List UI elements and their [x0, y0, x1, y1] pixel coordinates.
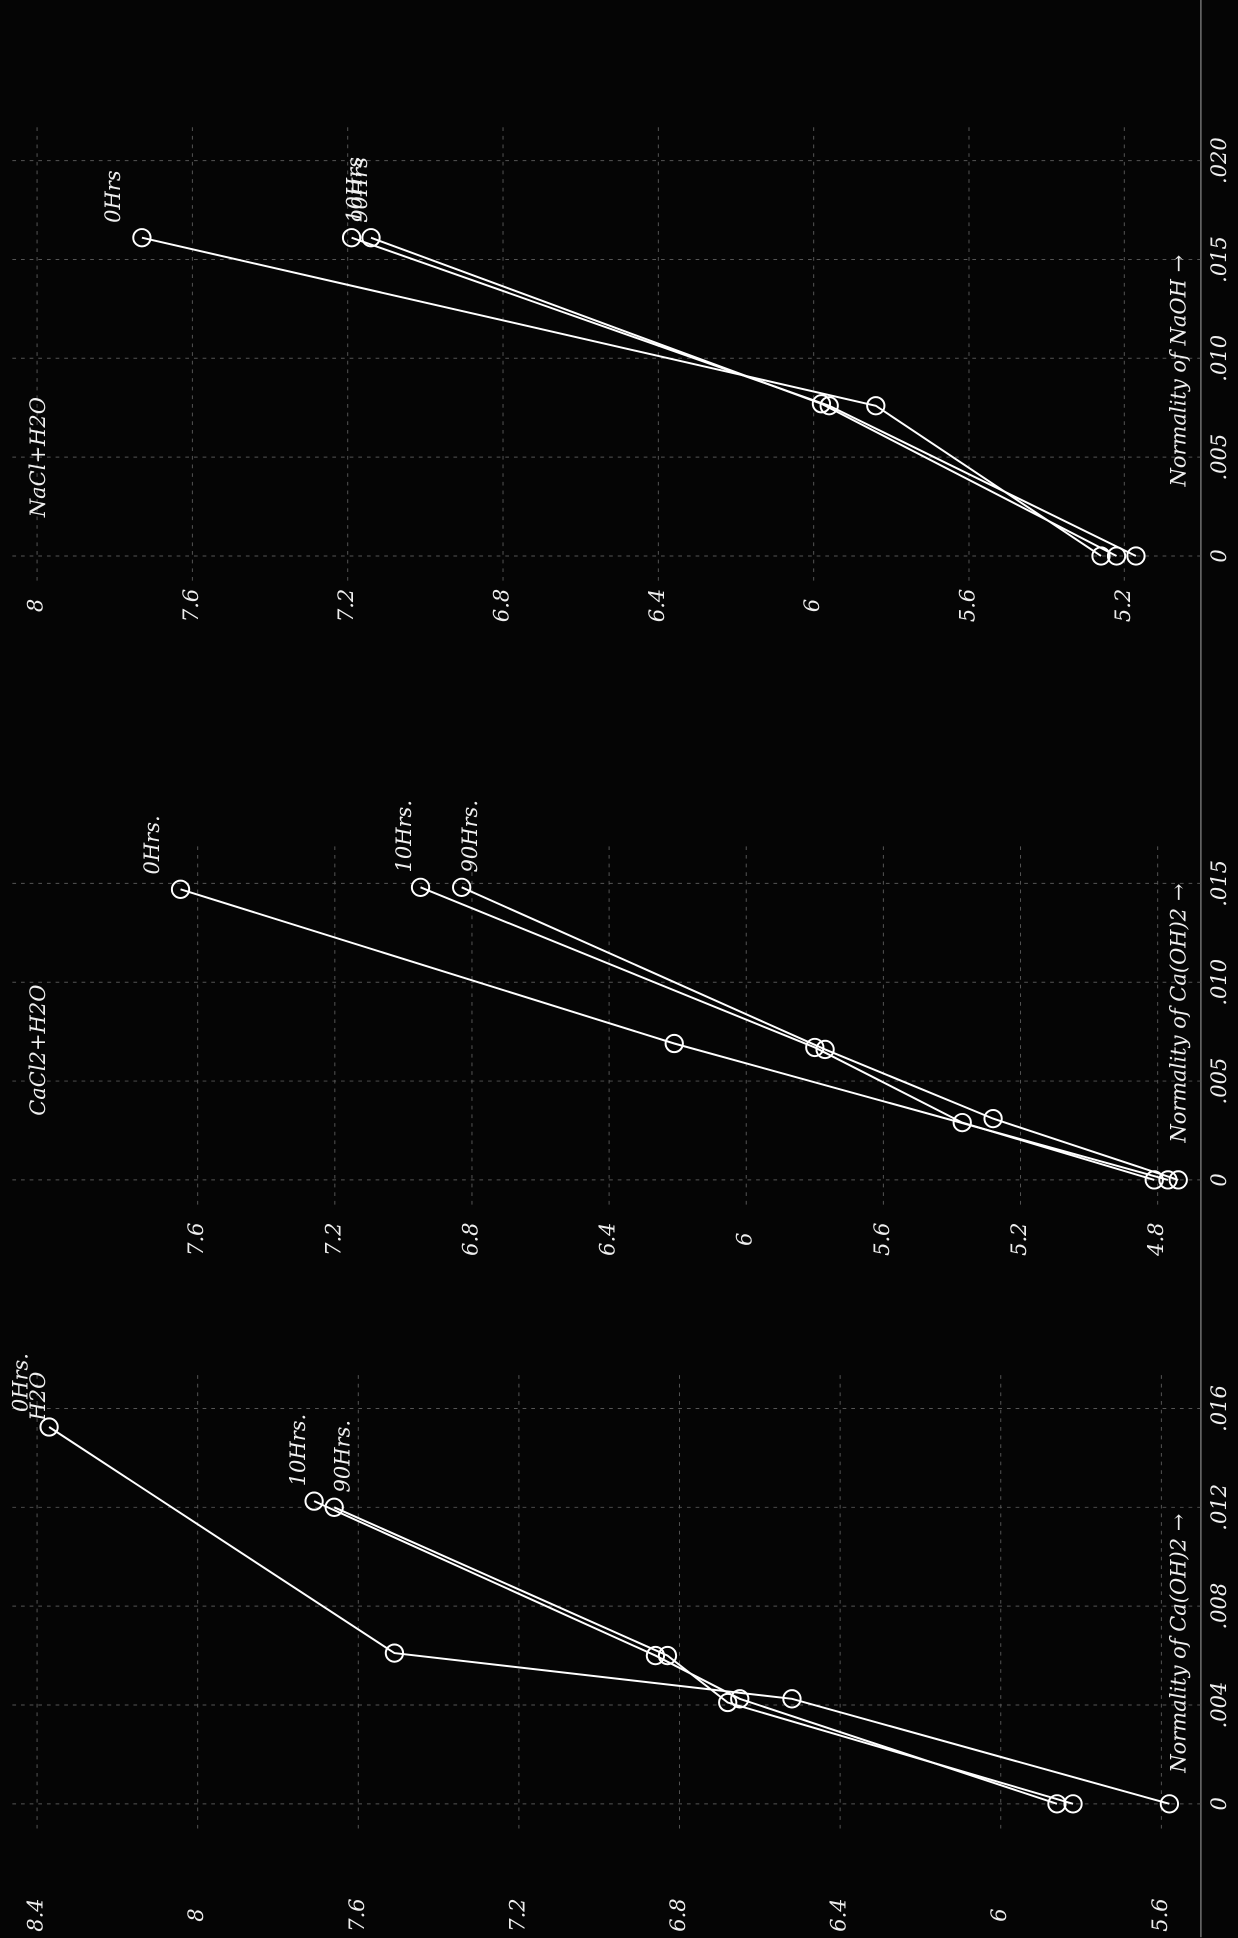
- data-point: [645, 1645, 666, 1666]
- series-label: 0Hrs: [101, 170, 125, 223]
- y-tick-label: 5.6: [870, 1223, 894, 1256]
- x-tick-label: .004: [1207, 1682, 1231, 1729]
- y-tick-label: 6.4: [596, 1223, 620, 1256]
- data-point: [132, 228, 152, 248]
- y-tick-label: 7.6: [179, 589, 203, 622]
- y-tick-label: 6: [733, 1233, 757, 1246]
- series-line: [333, 1506, 1074, 1805]
- data-point: [324, 1497, 344, 1517]
- y-tick-label: 6.4: [827, 1898, 851, 1931]
- data-point: [657, 1645, 678, 1666]
- data-point: [664, 1033, 684, 1054]
- x-tick-label: .005: [1207, 434, 1231, 481]
- plot-area: 5.6 6 6.4 6.8 7.2 7.6 8 8.4 0 .004 .008 .012 .016 H2O…: [8, 0, 1231, 1938]
- series-label: 90Hrs: [348, 157, 372, 223]
- x-axis-label: Normality of Ca(OH)2 →: [1166, 884, 1190, 1144]
- x-tick-label: 0: [1207, 1797, 1231, 1810]
- x-tick-label: .012: [1207, 1484, 1231, 1531]
- x-tick-label: 0: [1207, 549, 1231, 562]
- y-tick-label: 6.8: [490, 589, 514, 622]
- data-point: [866, 396, 886, 416]
- y-tick-label: 8.4: [24, 1898, 48, 1931]
- y-tick-label: 6: [987, 1908, 1011, 1921]
- data-point: [805, 1037, 825, 1058]
- x-tick-label: .020: [1207, 137, 1231, 184]
- data-point: [1159, 1794, 1180, 1814]
- x-tick-label: .008: [1207, 1583, 1231, 1630]
- data-point: [452, 877, 472, 897]
- series-line: [48, 1426, 1170, 1805]
- series-line: [313, 1500, 1058, 1805]
- y-tick-label: 8: [24, 599, 48, 612]
- data-point: [782, 1689, 802, 1709]
- x-tick-label: 0: [1207, 1173, 1231, 1186]
- series-label: 90Hrs.: [458, 800, 482, 873]
- data-point: [1168, 1170, 1188, 1190]
- x-axis-label: Normality of Ca(OH)2 →: [1166, 1514, 1190, 1774]
- data-point: [952, 1112, 972, 1133]
- series-label: 10Hrs.: [286, 1414, 310, 1487]
- series-label: 0Hrs.: [140, 815, 164, 874]
- data-point: [718, 1692, 738, 1713]
- x-tick-label: .015: [1207, 236, 1231, 283]
- y-tick-label: 7.6: [184, 1223, 208, 1256]
- y-tick-label: 6.8: [666, 1898, 690, 1931]
- series-label: 10Hrs: [343, 157, 367, 223]
- series-line: [370, 236, 1117, 557]
- x-tick-label: .005: [1207, 1058, 1231, 1105]
- panel-title: CaCl2+H2O: [26, 985, 50, 1116]
- y-tick-label: 7.2: [321, 1223, 345, 1256]
- data-point: [410, 877, 431, 897]
- data-point: [304, 1491, 324, 1511]
- y-tick-label: 6.8: [458, 1223, 482, 1256]
- data-point: [1063, 1794, 1083, 1814]
- data-point: [1126, 546, 1146, 566]
- y-tick-label: 7.2: [505, 1898, 529, 1931]
- series-line: [351, 236, 1137, 557]
- series-line: [141, 236, 1102, 557]
- data-point: [341, 228, 362, 248]
- series-label: 10Hrs.: [392, 800, 416, 873]
- panel-title: NaCl+H2O: [26, 397, 50, 518]
- data-point: [730, 1689, 750, 1709]
- data-point: [983, 1108, 1003, 1129]
- series-line: [461, 886, 1179, 1181]
- data-point: [384, 1643, 405, 1663]
- y-tick-label: 7.6: [345, 1898, 369, 1931]
- data-point: [361, 228, 381, 248]
- x-tick-label: .015: [1207, 860, 1231, 907]
- y-tick-label: 5.6: [955, 589, 979, 622]
- y-tick-label: 5.2: [1007, 1223, 1031, 1256]
- y-tick-label: 8: [184, 1908, 208, 1921]
- y-tick-label: 6: [800, 599, 824, 612]
- data-point: [39, 1417, 59, 1437]
- x-axis-label: Normality of NaOH →: [1166, 255, 1190, 488]
- data-point: [819, 396, 839, 416]
- y-tick-label: 7.2: [334, 589, 358, 622]
- y-tick-label: 4.8: [1144, 1223, 1168, 1257]
- data-point: [811, 394, 832, 414]
- data-point: [815, 1039, 835, 1060]
- y-tick-label: 6.4: [645, 589, 669, 622]
- panel-title: H2O: [26, 1372, 50, 1422]
- x-tick-label: .016: [1207, 1385, 1231, 1432]
- series-label: 90Hrs.: [331, 1420, 355, 1493]
- data-point: [170, 879, 191, 899]
- series-label: 0Hrs.: [8, 1353, 32, 1412]
- x-tick-label: .010: [1207, 335, 1231, 382]
- data-point: [1047, 1794, 1067, 1814]
- x-tick-label: .010: [1207, 959, 1231, 1006]
- series-line: [420, 886, 1155, 1181]
- y-tick-label: 5.6: [1148, 1898, 1172, 1931]
- y-tick-label: 5.2: [1111, 589, 1135, 622]
